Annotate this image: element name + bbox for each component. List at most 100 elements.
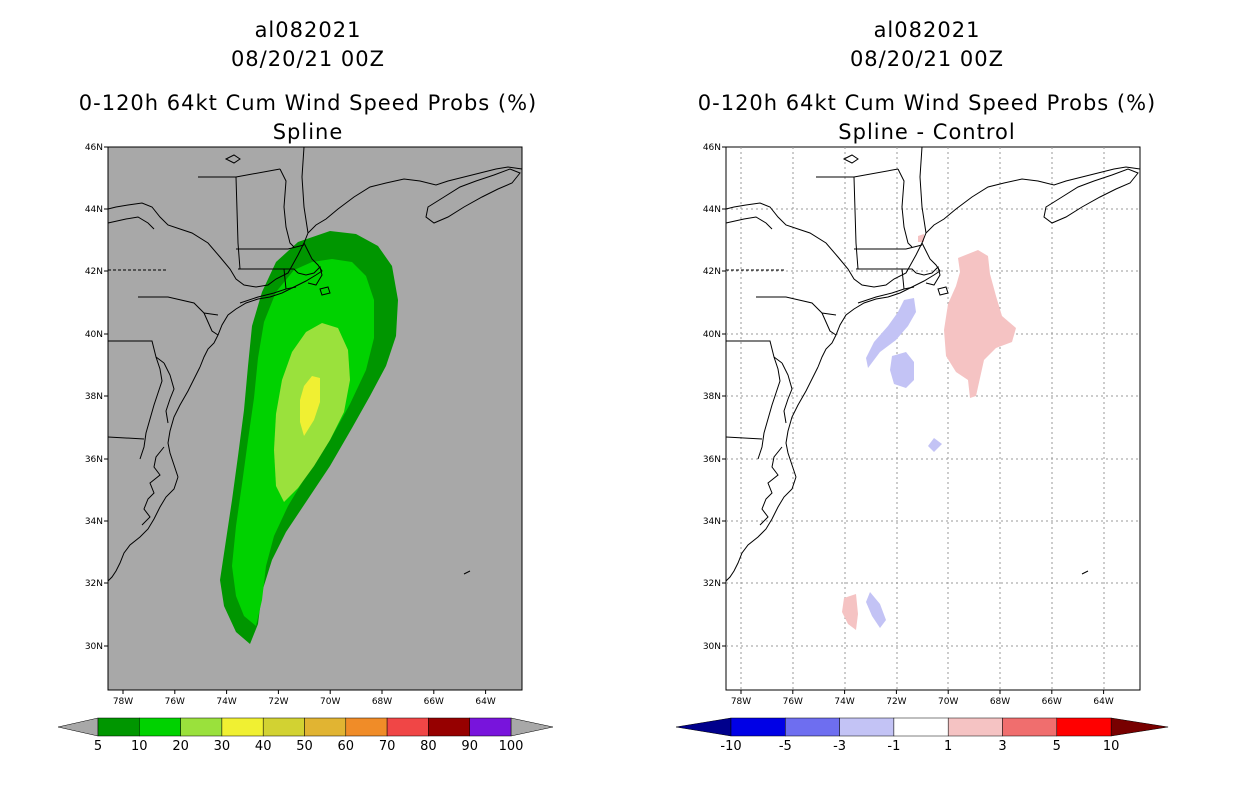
lat-label: 42N	[85, 267, 103, 277]
lon-label: 72W	[268, 697, 288, 707]
right-map-background	[725, 146, 1141, 691]
lon-label: 68W	[990, 697, 1010, 707]
colorbar-label: 5	[94, 739, 102, 754]
colorbar-swatch	[304, 717, 347, 737]
diff-negative-south	[866, 592, 886, 628]
colorbar-label: 30	[214, 739, 231, 754]
lat-label: 30N	[85, 642, 103, 652]
colorbar-label: -3	[833, 739, 846, 754]
colorbar-label: 90	[461, 739, 478, 754]
lat-label: 36N	[85, 455, 103, 465]
diff-positive-main	[944, 250, 1016, 398]
lat-label: 34N	[85, 517, 103, 527]
colorbar-high-arrow	[510, 717, 554, 737]
right-title-method: Spline - Control	[838, 120, 1016, 144]
colorbar-label: -10	[720, 739, 741, 754]
colorbar-swatch	[180, 717, 223, 737]
colorbar-swatch	[785, 717, 840, 737]
diff-negative-center	[890, 352, 914, 388]
left-map-axes: 46N 44N 42N 40N 38N 36N 34N 32N 30N 78W 76W 74W 72W 7…	[85, 143, 496, 707]
lat-label: 44N	[85, 205, 103, 215]
colorbar-label: 10	[1103, 739, 1120, 754]
colorbar-swatch	[221, 717, 264, 737]
diff-positive-small-north	[918, 234, 924, 242]
lon-label: 70W	[320, 697, 340, 707]
colorbar-label: 70	[379, 739, 396, 754]
colorbar-label: 60	[338, 739, 355, 754]
colorbar-label: 10	[131, 739, 148, 754]
colorbar-label: 50	[296, 739, 313, 754]
left-title-method: Spline	[272, 120, 344, 144]
right-title-date: 08/20/21 00Z	[849, 47, 1005, 71]
lon-label: 66W	[1042, 697, 1062, 707]
lon-label: 68W	[372, 697, 392, 707]
lat-label: 46N	[703, 143, 721, 153]
colorbar-swatch	[1056, 717, 1112, 737]
colorbar-label: -1	[887, 739, 900, 754]
lon-label: 76W	[165, 697, 185, 707]
lon-label: 78W	[113, 697, 133, 707]
colorbar-label: 3	[998, 739, 1006, 754]
colorbar-label: 80	[420, 739, 437, 754]
right-map-axes: 46N 44N 42N 40N 38N 36N 34N 32N 30N 78W 76W 74W 72W 7…	[703, 143, 1114, 707]
lat-label: 46N	[85, 143, 103, 153]
colorbar-label: 5	[1053, 739, 1061, 754]
colorbar-label: -5	[779, 739, 792, 754]
left-title-date: 08/20/21 00Z	[230, 47, 386, 71]
lat-label: 36N	[703, 455, 721, 465]
colorbar-label: 20	[172, 739, 189, 754]
lon-label: 76W	[783, 697, 803, 707]
lon-label: 64W	[1093, 697, 1113, 707]
right-map	[725, 146, 1141, 691]
diff-positive-south	[842, 594, 858, 630]
left-title-product: 0-120h 64kt Cum Wind Speed Probs (%)	[78, 91, 538, 115]
colorbar-swatch	[139, 717, 181, 737]
colorbar-label: 100	[499, 739, 524, 754]
left-colorbar: 5 10 20 30 40 50 60 70 80 90 100	[57, 717, 554, 754]
colorbar-swatch	[262, 717, 305, 737]
diff-negative-small	[928, 438, 942, 452]
lat-label: 30N	[703, 642, 721, 652]
diff-negative-north	[866, 298, 916, 368]
prob-contour-30	[300, 376, 320, 436]
lon-label: 78W	[731, 697, 751, 707]
colorbar-swatch	[386, 717, 429, 737]
colorbar-swatch	[97, 717, 140, 737]
lat-label: 44N	[703, 205, 721, 215]
right-title-storm-id: al082021	[873, 18, 981, 42]
lat-label: 32N	[85, 579, 103, 589]
right-title: al082021 08/20/21 00Z 0-120h 64kt Cum Wi…	[618, 16, 1236, 147]
colorbar-label: 1	[944, 739, 952, 754]
colorbar-swatch	[893, 717, 949, 737]
colorbar-swatch	[345, 717, 388, 737]
lon-label: 72W	[886, 697, 906, 707]
lat-label: 38N	[703, 392, 721, 402]
right-colorbar: -10 -5 -3 -1 1 3 5 10	[675, 717, 1169, 754]
colorbar-swatch	[947, 717, 1003, 737]
lon-label: 74W	[216, 697, 236, 707]
colorbar-swatch	[839, 717, 895, 737]
colorbar-label: 40	[255, 739, 272, 754]
lat-label: 40N	[85, 330, 103, 340]
left-map	[107, 146, 523, 691]
left-title: al082021 08/20/21 00Z 0-120h 64kt Cum Wi…	[0, 16, 616, 147]
colorbar-high-arrow	[1110, 717, 1169, 737]
colorbar-swatch	[730, 717, 786, 737]
lon-label: 70W	[938, 697, 958, 707]
left-title-storm-id: al082021	[254, 18, 362, 42]
lon-label: 66W	[424, 697, 444, 707]
lon-label: 74W	[834, 697, 854, 707]
lon-label: 64W	[475, 697, 495, 707]
lat-label: 34N	[703, 517, 721, 527]
colorbar-low-arrow	[57, 717, 99, 737]
lat-label: 38N	[85, 392, 103, 402]
colorbar-swatch	[469, 717, 512, 737]
right-title-product: 0-120h 64kt Cum Wind Speed Probs (%)	[697, 91, 1157, 115]
colorbar-low-arrow	[675, 717, 732, 737]
colorbar-swatch	[1002, 717, 1058, 737]
lat-label: 40N	[703, 330, 721, 340]
lat-label: 42N	[703, 267, 721, 277]
colorbar-swatch	[428, 717, 470, 737]
lat-label: 32N	[703, 579, 721, 589]
